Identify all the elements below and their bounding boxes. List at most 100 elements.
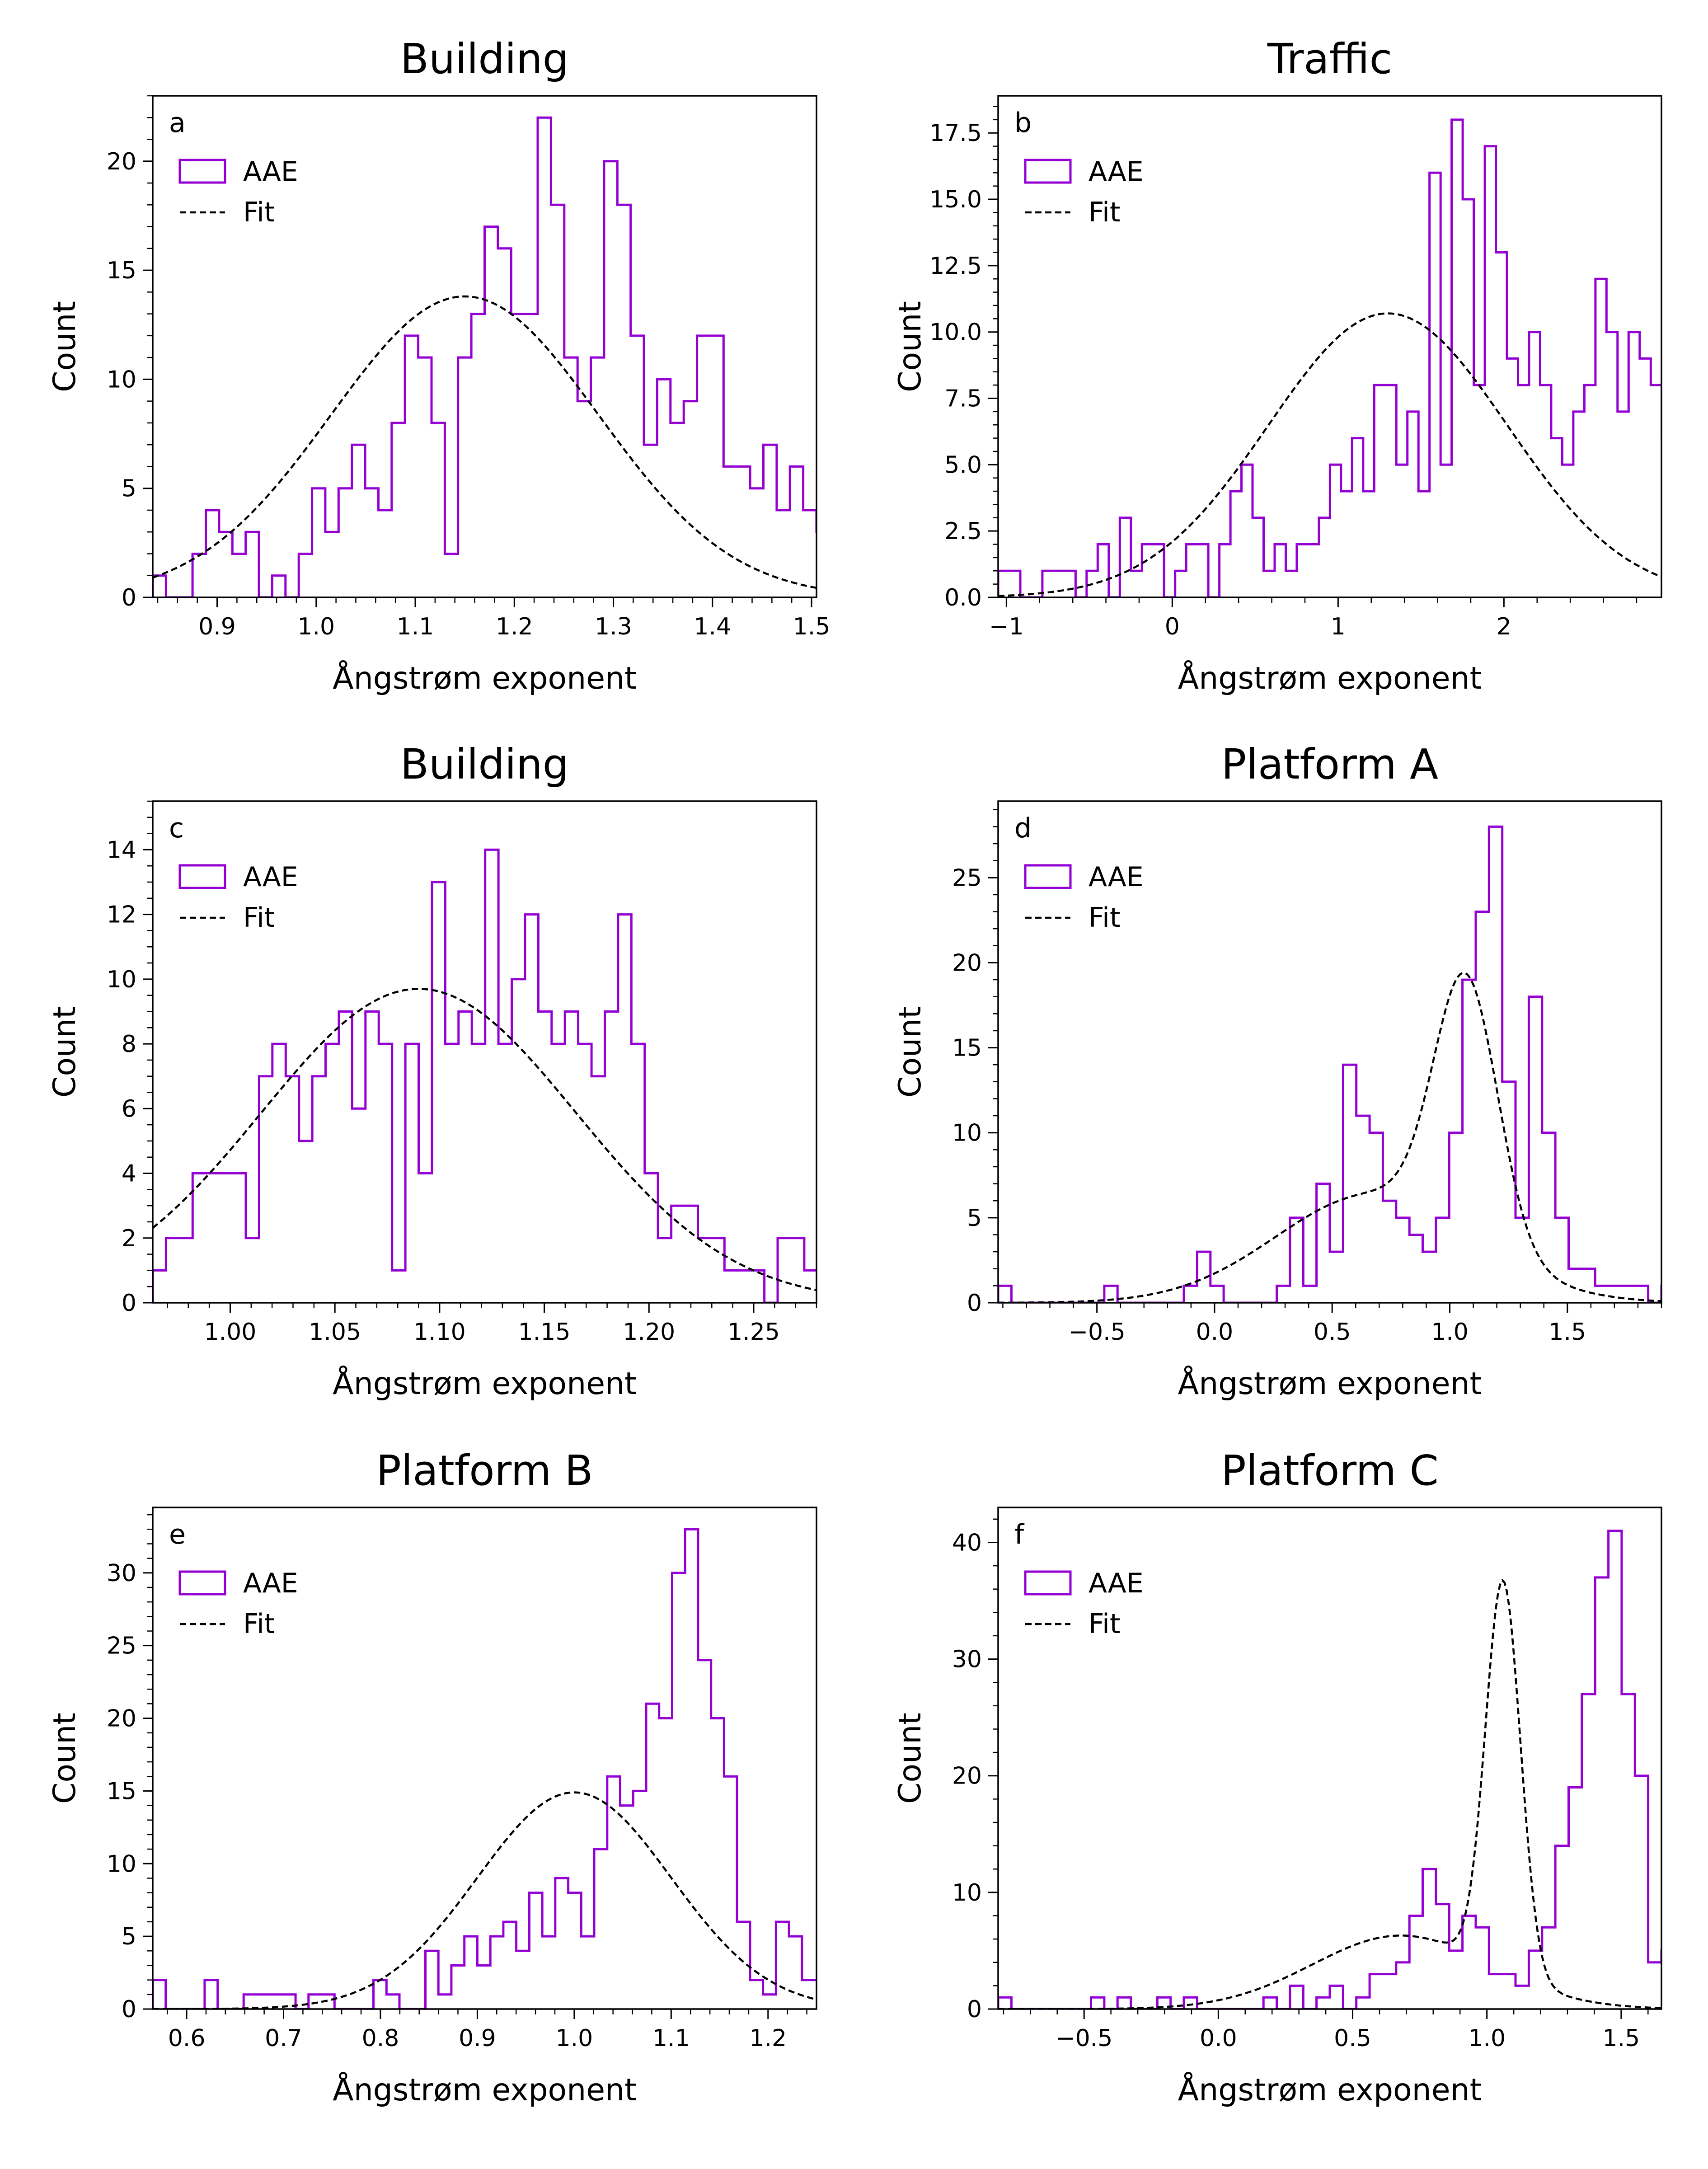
x-axis-label: Ångstrøm exponent — [1178, 660, 1482, 696]
x-tick-label: 0.5 — [1314, 1319, 1351, 1346]
panel-e: 0.6 0.7 0.8 0.9 1.0 1.1 1.2 0 5 10 15 20 25 30 Platfor… — [47, 1446, 817, 2108]
x-tick-label: −1 — [989, 613, 1024, 640]
x-axis-label: Ångstrøm exponent — [333, 660, 637, 696]
x-tick-label: 1.1 — [397, 613, 434, 640]
axes-frame-a — [152, 95, 817, 598]
y-tick-label: 7.5 — [944, 385, 982, 413]
y-axis-label: Count — [47, 1713, 83, 1804]
y-tick-label: 0 — [967, 1290, 982, 1317]
axes-frame-d — [997, 800, 1662, 1304]
x-tick-label: 0 — [1165, 613, 1180, 640]
legend-hist-swatch — [178, 1570, 226, 1596]
y-tick-label: 10 — [952, 1120, 982, 1147]
axes-frame-b — [997, 95, 1662, 598]
x-tick-label: 1.0 — [556, 2025, 593, 2052]
histogram-a — [153, 116, 816, 597]
x-tick-label: −0.5 — [1068, 1319, 1125, 1346]
fit-curve-b — [998, 312, 1661, 597]
x-tick-label: 0.7 — [265, 2025, 302, 2052]
panel-letter: e — [169, 1519, 186, 1550]
y-tick-label: 12.5 — [929, 253, 982, 280]
legend-hist-label: AAE — [243, 861, 298, 893]
x-tick-label: 1.3 — [595, 613, 632, 640]
x-tick-label: 1.2 — [749, 2025, 787, 2052]
panel-b: −1 0 1 2 0.0 2.5 5.0 7.5 10.0 12.5 15.0 17.5 Traffic… — [892, 35, 1662, 696]
legend-hist-label: AAE — [1089, 156, 1144, 188]
y-tick-label: 8 — [122, 1031, 136, 1058]
y-tick-label: 10 — [107, 966, 136, 993]
axes-frame-f — [997, 1507, 1662, 2010]
y-axis-label: Count — [47, 301, 83, 392]
y-tick-label: 10.0 — [929, 319, 982, 346]
legend-hist-swatch — [1024, 864, 1072, 889]
x-tick-label: 1.25 — [727, 1319, 780, 1346]
x-tick-label: 1.4 — [694, 613, 731, 640]
y-tick-label: 30 — [952, 1646, 982, 1673]
fit-curve-e — [153, 1791, 816, 2009]
x-axis-label: Ångstrøm exponent — [1178, 1365, 1482, 1402]
axes-frame-c — [152, 800, 817, 1304]
y-tick-label: 40 — [952, 1529, 982, 1556]
y-tick-label: 2 — [122, 1225, 136, 1252]
legend-hist-swatch — [1024, 1570, 1072, 1596]
y-tick-label: 10 — [107, 1850, 136, 1878]
x-tick-label: 1.15 — [518, 1319, 571, 1346]
x-tick-label: 1.05 — [309, 1319, 361, 1346]
y-tick-label: 14 — [107, 836, 136, 864]
legend-hist-label: AAE — [243, 156, 298, 188]
panel-letter: f — [1014, 1519, 1025, 1550]
fit-curve-d — [998, 972, 1661, 1303]
panel-title: Building — [400, 35, 569, 83]
x-tick-label: 1.5 — [1602, 2025, 1640, 2052]
x-tick-label: 1.0 — [297, 613, 335, 640]
x-tick-label: 1.1 — [652, 2025, 690, 2052]
legend-fit-label: Fit — [243, 1608, 275, 1640]
y-tick-label: 5 — [967, 1205, 982, 1232]
y-tick-label: 5 — [122, 1923, 136, 1950]
panel-a: 0.9 1.0 1.1 1.2 1.3 1.4 1.5 0 5 10 15 20 Building Ång… — [47, 35, 830, 696]
x-tick-label: 1 — [1331, 613, 1346, 640]
y-tick-label: 10 — [107, 366, 136, 393]
y-tick-label: 0 — [967, 1996, 982, 2023]
y-tick-label: 10 — [952, 1879, 982, 1906]
x-tick-label: 0.0 — [1196, 1319, 1234, 1346]
y-tick-label: 0.0 — [944, 584, 982, 611]
panel-title: Traffic — [1267, 35, 1392, 83]
panel-f: −0.5 0.0 0.5 1.0 1.5 0 10 20 30 40 Platform C Ångst… — [892, 1446, 1662, 2108]
histogram-f — [998, 1530, 1661, 2009]
x-tick-label: 0.8 — [362, 2025, 399, 2052]
y-tick-label: 15 — [952, 1035, 982, 1062]
axes-frame-e — [152, 1507, 817, 2010]
x-tick-label: −0.5 — [1056, 2025, 1112, 2052]
y-axis-label: Count — [892, 301, 928, 392]
legend-hist-label: AAE — [1089, 861, 1144, 893]
x-tick-label: 1.20 — [623, 1319, 675, 1346]
y-tick-label: 6 — [122, 1095, 136, 1122]
x-axis-label: Ångstrøm exponent — [333, 1365, 637, 1402]
x-tick-label: 1.0 — [1431, 1319, 1469, 1346]
panel-letter: c — [169, 812, 184, 844]
panel-title: Platform C — [1221, 1446, 1438, 1495]
x-tick-label: 0.9 — [198, 613, 236, 640]
fit-curve-c — [153, 988, 816, 1291]
x-tick-label: 0.9 — [459, 2025, 496, 2052]
legend-fit-label: Fit — [1089, 1608, 1120, 1640]
y-tick-label: 15 — [107, 257, 136, 284]
y-axis-label: Count — [892, 1006, 928, 1098]
x-axis-label: Ångstrøm exponent — [333, 2071, 637, 2108]
y-tick-label: 0 — [122, 1290, 136, 1317]
legend-fit-label: Fit — [243, 902, 275, 934]
histogram-d — [998, 825, 1661, 1303]
y-tick-label: 30 — [107, 1560, 136, 1587]
panel-title: Platform A — [1221, 740, 1438, 789]
y-tick-label: 25 — [107, 1633, 136, 1660]
y-tick-label: 15 — [107, 1778, 136, 1805]
y-tick-label: 5 — [122, 475, 136, 502]
legend-hist-label: AAE — [1089, 1568, 1144, 1599]
panel-d: −0.5 0.0 0.5 1.0 1.5 0 5 10 15 20 25 Platform A Ångs… — [892, 740, 1662, 1402]
y-tick-label: 25 — [952, 864, 982, 892]
y-tick-label: 17.5 — [929, 120, 982, 147]
y-tick-label: 5.0 — [944, 451, 982, 479]
y-tick-label: 20 — [107, 1705, 136, 1732]
